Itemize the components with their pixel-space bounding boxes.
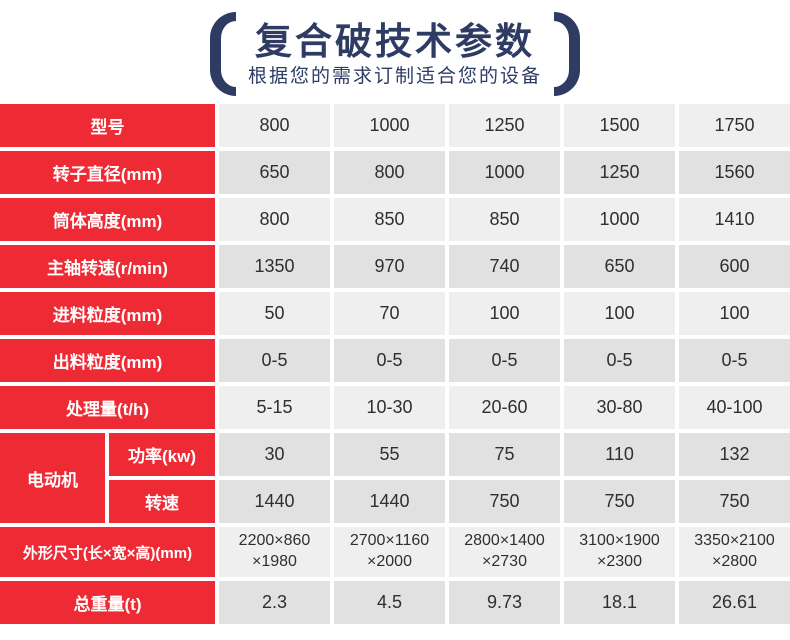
value-cell: 1500 — [564, 104, 675, 147]
value-cell: 4.5 — [334, 581, 445, 624]
value-cell: 600 — [679, 245, 790, 288]
value-cell: 18.1 — [564, 581, 675, 624]
value-cell: 1000 — [334, 104, 445, 147]
value-cell: 740 — [449, 245, 560, 288]
value-cell: 850 — [449, 198, 560, 241]
value-cell: 3100×1900 ×2300 — [564, 527, 675, 577]
row-label-spindle-speed: 主轴转速(r/min) — [0, 245, 215, 288]
title-block: 复合破技术参数 根据您的需求订制适合您的设备 — [248, 23, 542, 86]
value-cell: 5-15 — [219, 386, 330, 429]
row-label-total-weight: 总重量(t) — [0, 581, 215, 624]
value-cell: 0-5 — [219, 339, 330, 382]
row-label-dimensions: 外形尺寸(长×宽×高)(mm) — [0, 527, 215, 577]
value-cell: 75 — [449, 433, 560, 476]
value-cell: 30 — [219, 433, 330, 476]
row-label-model: 型号 — [0, 104, 215, 147]
value-cell: 750 — [564, 480, 675, 523]
value-cell: 1560 — [679, 151, 790, 194]
value-cell: 850 — [334, 198, 445, 241]
value-cell: 1410 — [679, 198, 790, 241]
value-cell: 20-60 — [449, 386, 560, 429]
row-label-power: 功率(kw) — [109, 433, 215, 476]
value-cell: 50 — [219, 292, 330, 335]
row-label-rotor-diameter: 转子直径(mm) — [0, 151, 215, 194]
value-cell: 800 — [219, 198, 330, 241]
value-cell: 26.61 — [679, 581, 790, 624]
value-cell: 0-5 — [679, 339, 790, 382]
page-header: 复合破技术参数 根据您的需求订制适合您的设备 — [0, 0, 790, 104]
value-cell: 100 — [679, 292, 790, 335]
value-cell: 1440 — [334, 480, 445, 523]
value-cell: 970 — [334, 245, 445, 288]
value-cell: 100 — [564, 292, 675, 335]
bracket-right-icon — [554, 12, 580, 96]
value-cell: 1000 — [449, 151, 560, 194]
value-cell: 750 — [449, 480, 560, 523]
row-label-feed-size: 进料粒度(mm) — [0, 292, 215, 335]
row-label-motor-speed: 转速 — [109, 480, 215, 523]
value-cell: 10-30 — [334, 386, 445, 429]
value-cell: 650 — [219, 151, 330, 194]
value-cell: 800 — [334, 151, 445, 194]
value-cell: 70 — [334, 292, 445, 335]
value-cell: 0-5 — [564, 339, 675, 382]
value-cell: 750 — [679, 480, 790, 523]
value-cell: 132 — [679, 433, 790, 476]
value-cell: 1440 — [219, 480, 330, 523]
value-cell: 55 — [334, 433, 445, 476]
value-cell: 1000 — [564, 198, 675, 241]
row-label-capacity: 处理量(t/h) — [0, 386, 215, 429]
row-label-motor: 电动机 — [0, 433, 105, 523]
value-cell: 9.73 — [449, 581, 560, 624]
page-title: 复合破技术参数 — [254, 20, 535, 62]
value-cell: 110 — [564, 433, 675, 476]
value-cell: 650 — [564, 245, 675, 288]
row-label-discharge-size: 出料粒度(mm) — [0, 339, 215, 382]
value-cell: 0-5 — [449, 339, 560, 382]
value-cell: 1250 — [564, 151, 675, 194]
value-cell: 40-100 — [679, 386, 790, 429]
value-cell: 3350×2100 ×2800 — [679, 527, 790, 577]
value-cell: 2200×860 ×1980 — [219, 527, 330, 577]
spec-table: 型号 800 1000 1250 1500 1750 转子直径(mm) 650 … — [0, 104, 790, 624]
value-cell: 30-80 — [564, 386, 675, 429]
value-cell: 100 — [449, 292, 560, 335]
value-cell: 1750 — [679, 104, 790, 147]
value-cell: 1250 — [449, 104, 560, 147]
value-cell: 0-5 — [334, 339, 445, 382]
value-cell: 2700×1160 ×2000 — [334, 527, 445, 577]
value-cell: 2800×1400 ×2730 — [449, 527, 560, 577]
value-cell: 1350 — [219, 245, 330, 288]
row-label-cylinder-height: 筒体高度(mm) — [0, 198, 215, 241]
value-cell: 2.3 — [219, 581, 330, 624]
page-subtitle: 根据您的需求订制适合您的设备 — [247, 65, 542, 87]
value-cell: 800 — [219, 104, 330, 147]
bracket-left-icon — [209, 12, 236, 96]
